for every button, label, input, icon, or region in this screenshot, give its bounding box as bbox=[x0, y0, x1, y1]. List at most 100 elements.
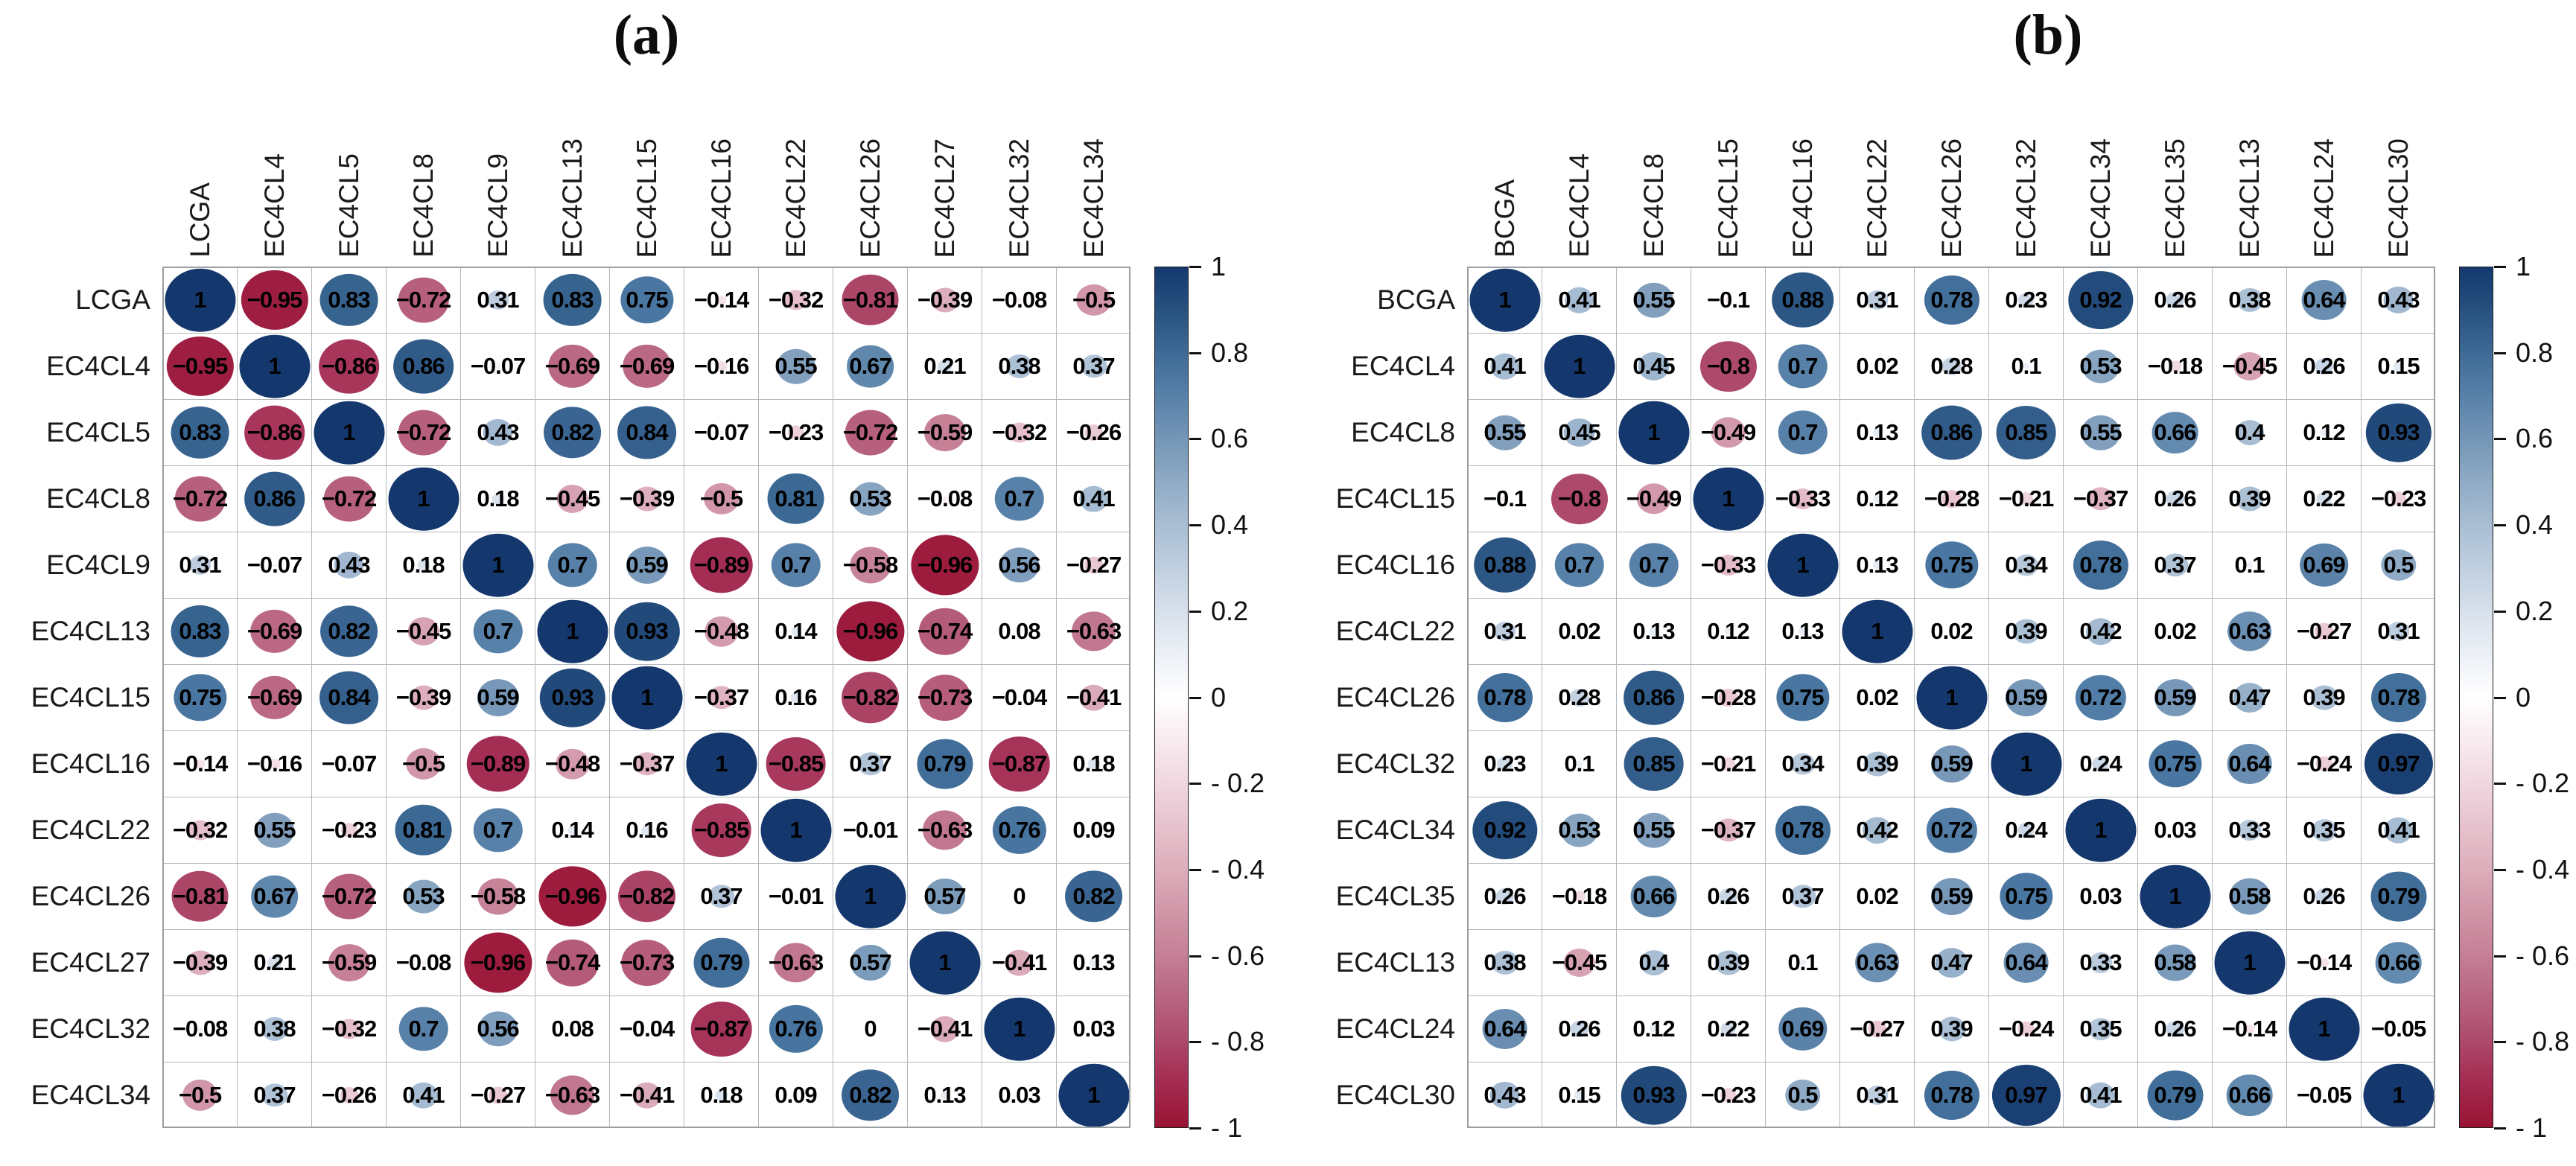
col-label-text: EC4CL15 bbox=[631, 138, 662, 258]
corr-value: 1 bbox=[864, 883, 877, 909]
corr-circle bbox=[1866, 1085, 1889, 1106]
corr-circle bbox=[2168, 360, 2182, 372]
corr-value: −0.87 bbox=[991, 751, 1047, 777]
corr-circle bbox=[2011, 619, 2041, 644]
corr-circle bbox=[2154, 679, 2196, 716]
corr-cell: 0.37 bbox=[833, 730, 907, 797]
colorbar-tick-label: 0.4 bbox=[1211, 509, 1249, 541]
col-label: LCGA bbox=[162, 112, 237, 267]
corr-circle bbox=[845, 410, 896, 456]
corr-circle bbox=[1872, 494, 1882, 503]
corr-circle bbox=[842, 274, 899, 326]
corr-value: −0.37 bbox=[1700, 817, 1756, 843]
corr-circle bbox=[272, 563, 277, 567]
corr-cell: 1 bbox=[758, 797, 833, 863]
corr-value: 0.26 bbox=[2303, 883, 2345, 909]
corr-value: −0.26 bbox=[1066, 419, 1122, 445]
corr-cell: 0.63 bbox=[1839, 929, 1914, 995]
corr-circle bbox=[1924, 541, 1979, 589]
row-label: EC4CL27 bbox=[31, 946, 150, 978]
corr-cell: 1 bbox=[833, 863, 907, 929]
corr-cell: 0.39 bbox=[2286, 664, 2361, 730]
corr-value: 0.83 bbox=[328, 287, 370, 313]
corr-cell: 0.41 bbox=[1056, 465, 1130, 532]
colorbar-tick bbox=[1189, 868, 1201, 871]
corr-circle bbox=[1017, 696, 1021, 699]
corr-value: 0.84 bbox=[626, 419, 668, 445]
corr-value: 0.1 bbox=[2234, 552, 2265, 578]
corr-cell: 0.55 bbox=[758, 333, 833, 399]
corr-cell: 0.5 bbox=[1765, 1062, 1839, 1128]
corr-cell: 0.64 bbox=[2212, 730, 2286, 797]
col-label: EC4CL32 bbox=[1988, 112, 2063, 267]
corr-cell: −0.49 bbox=[1691, 399, 1765, 465]
corr-value: 0.78 bbox=[1930, 287, 1973, 313]
corr-circle bbox=[1634, 812, 1673, 848]
corr-value: 0.97 bbox=[2005, 1082, 2047, 1108]
corr-cell: 0.26 bbox=[1467, 863, 1542, 929]
corr-value: 0.21 bbox=[923, 353, 966, 379]
corr-cell: −0.72 bbox=[311, 465, 386, 532]
corr-value: 0.93 bbox=[2377, 419, 2420, 445]
corr-cell: 0.03 bbox=[1056, 995, 1130, 1062]
colorbar-tick-label: - 0.8 bbox=[2516, 1026, 2570, 1057]
corr-value: 0.55 bbox=[775, 353, 817, 379]
corr-value: 0.1 bbox=[1787, 949, 1818, 975]
colorbar-tick-label: - 0.4 bbox=[2516, 853, 2570, 885]
corr-cell: −0.63 bbox=[758, 929, 833, 995]
col-label: EC4CL8 bbox=[1616, 112, 1691, 267]
col-label: EC4CL30 bbox=[2361, 112, 2435, 267]
corr-value: −0.69 bbox=[247, 684, 302, 710]
corr-cell: 0.7 bbox=[1616, 532, 1691, 598]
corr-circle bbox=[787, 425, 804, 440]
corr-circle bbox=[2315, 358, 2333, 375]
corr-value: 0.43 bbox=[477, 419, 519, 445]
corr-cell: 0.78 bbox=[1914, 1062, 1988, 1128]
corr-circle bbox=[2375, 942, 2422, 984]
corr-circle bbox=[626, 547, 668, 584]
corr-cell: 0.02 bbox=[2137, 598, 2212, 664]
corr-value: −0.23 bbox=[321, 817, 377, 843]
corr-circle bbox=[409, 1082, 438, 1109]
corr-circle bbox=[1999, 873, 2053, 920]
corr-value: 1 bbox=[2020, 751, 2032, 777]
row-label: BCGA bbox=[1377, 284, 1455, 315]
corr-circle bbox=[2161, 553, 2189, 577]
corr-value: −0.96 bbox=[470, 949, 526, 975]
corr-circle bbox=[539, 668, 605, 727]
corr-value: 1 bbox=[1013, 1016, 1025, 1042]
corr-circle bbox=[1575, 760, 1583, 768]
corr-circle bbox=[2245, 561, 2254, 569]
corr-circle bbox=[1574, 1090, 1585, 1100]
corr-value: 1 bbox=[343, 419, 355, 445]
corr-circle bbox=[1071, 611, 1116, 652]
corr-cell: −0.32 bbox=[982, 399, 1056, 465]
corr-value: 0.47 bbox=[2228, 684, 2271, 710]
corr-cell: −0.73 bbox=[907, 664, 982, 730]
corr-value: 0.66 bbox=[2377, 949, 2420, 975]
corr-circle bbox=[1720, 1022, 1736, 1036]
corr-circle bbox=[2365, 403, 2432, 462]
corr-cell: 1 bbox=[1467, 267, 1542, 333]
corr-cell: 0.83 bbox=[311, 267, 386, 333]
corr-value: 0.28 bbox=[1558, 684, 1600, 710]
corr-circle bbox=[538, 866, 607, 927]
corr-value: 0.13 bbox=[923, 1082, 966, 1108]
corr-cell: −0.86 bbox=[311, 333, 386, 399]
row-label: EC4CL13 bbox=[31, 615, 150, 646]
corr-circle bbox=[488, 1086, 508, 1104]
colorbar-tick bbox=[2494, 351, 2506, 354]
corr-cell: 0.14 bbox=[535, 797, 609, 863]
corr-circle bbox=[2065, 798, 2136, 862]
corr-cell: −0.37 bbox=[1691, 797, 1765, 863]
corr-value: −0.96 bbox=[544, 883, 600, 909]
corr-value: −0.27 bbox=[1849, 1016, 1905, 1042]
col-label-text: EC4CL8 bbox=[1638, 153, 1669, 258]
corr-cell: 0.56 bbox=[460, 995, 535, 1062]
corr-circle bbox=[197, 1026, 203, 1032]
corr-value: −0.05 bbox=[2370, 1016, 2426, 1042]
corr-cell: −0.72 bbox=[386, 267, 460, 333]
corr-cell: −0.73 bbox=[609, 929, 684, 995]
corr-circle bbox=[1551, 474, 1608, 524]
corr-value: 1 bbox=[2094, 817, 2107, 843]
